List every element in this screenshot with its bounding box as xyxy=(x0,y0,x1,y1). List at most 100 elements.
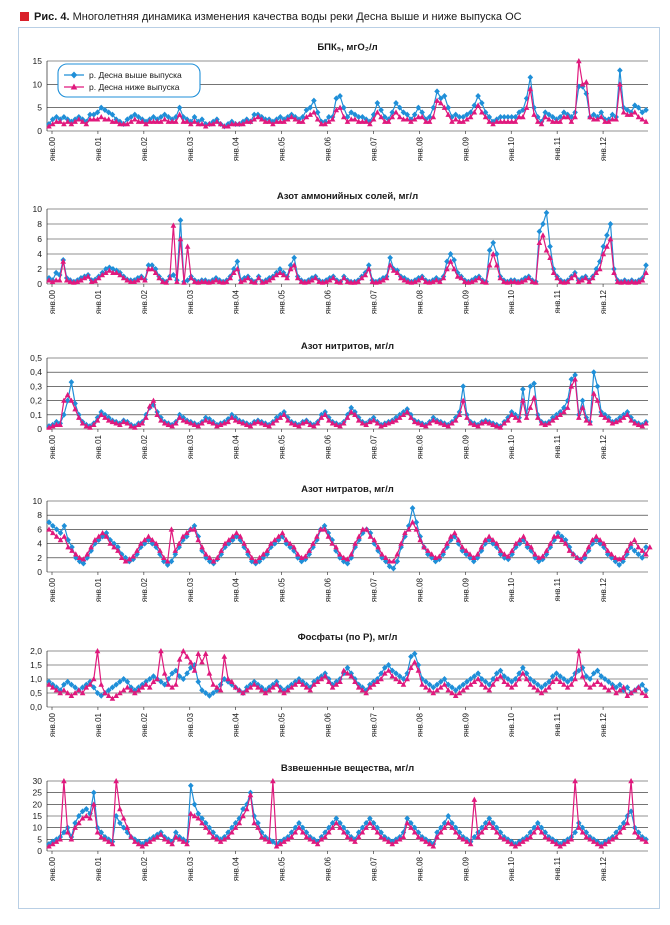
data-point-upstream xyxy=(426,114,433,120)
data-point-upstream xyxy=(430,684,437,691)
data-point-downstream xyxy=(299,420,306,426)
data-point-upstream xyxy=(426,681,433,688)
data-point-downstream xyxy=(497,424,504,430)
data-point-downstream xyxy=(210,121,216,127)
x-tick-label: янв.00 xyxy=(48,856,57,881)
data-point-upstream xyxy=(557,673,563,680)
data-point-downstream xyxy=(479,109,485,115)
data-point-downstream xyxy=(576,414,582,420)
data-point-downstream xyxy=(605,838,612,844)
data-point-downstream xyxy=(437,420,444,426)
data-point-downstream xyxy=(401,277,408,283)
data-point-downstream xyxy=(572,376,578,382)
data-point-upstream xyxy=(568,114,575,120)
data-point-downstream xyxy=(382,118,388,124)
data-point-downstream xyxy=(585,544,592,550)
data-point-downstream xyxy=(624,692,631,698)
data-point-upstream xyxy=(471,102,478,109)
data-point-downstream xyxy=(600,251,607,257)
data-point-downstream xyxy=(509,547,515,553)
data-point-downstream xyxy=(396,114,403,120)
data-point-downstream xyxy=(292,116,299,122)
data-point-downstream xyxy=(173,834,179,840)
data-point-downstream xyxy=(460,836,466,842)
data-point-downstream xyxy=(469,278,475,284)
y-tick-label: 10 xyxy=(33,79,43,89)
data-point-upstream xyxy=(161,111,168,118)
data-point-downstream xyxy=(113,692,119,698)
data-point-downstream xyxy=(243,118,250,124)
data-point-downstream xyxy=(617,829,623,835)
data-point-upstream xyxy=(165,114,172,120)
data-point-downstream xyxy=(72,690,78,696)
data-point-downstream xyxy=(153,540,159,546)
data-point-downstream xyxy=(374,109,381,115)
data-point-downstream xyxy=(643,269,649,275)
data-point-downstream xyxy=(232,684,239,690)
x-tick-label: янв.02 xyxy=(140,289,149,314)
data-point-downstream xyxy=(340,667,347,673)
data-point-upstream xyxy=(467,676,474,682)
data-point-upstream xyxy=(146,676,153,682)
data-point-downstream xyxy=(76,554,83,560)
data-point-downstream xyxy=(464,414,470,420)
data-point-downstream xyxy=(273,417,280,423)
data-point-downstream xyxy=(419,421,425,427)
data-point-downstream xyxy=(199,420,205,426)
data-point-upstream xyxy=(229,681,235,688)
data-point-upstream xyxy=(490,239,496,246)
data-point-downstream xyxy=(296,423,302,429)
data-point-upstream xyxy=(389,109,396,116)
data-point-downstream xyxy=(363,824,369,830)
data-point-downstream xyxy=(426,687,433,693)
data-point-downstream xyxy=(221,123,228,129)
data-point-upstream xyxy=(409,505,416,512)
data-point-downstream xyxy=(337,423,343,429)
data-point-downstream xyxy=(202,650,209,656)
data-point-upstream xyxy=(299,824,306,831)
data-point-downstream xyxy=(452,692,459,698)
x-tick-label: янв.00 xyxy=(48,712,57,737)
data-point-downstream xyxy=(102,836,108,842)
data-point-upstream xyxy=(359,114,366,120)
data-point-downstream xyxy=(132,838,138,844)
data-point-upstream xyxy=(122,554,129,561)
data-point-downstream xyxy=(367,684,373,690)
data-point-upstream xyxy=(68,681,75,688)
data-point-downstream xyxy=(277,118,284,124)
data-point-downstream xyxy=(285,687,291,693)
data-point-downstream xyxy=(620,109,627,115)
data-point-upstream xyxy=(512,676,519,682)
data-point-downstream xyxy=(628,278,635,284)
data-point-downstream xyxy=(266,118,272,124)
data-point-downstream xyxy=(647,544,653,550)
data-point-downstream xyxy=(367,820,373,826)
data-point-downstream xyxy=(285,836,291,842)
data-point-downstream xyxy=(433,277,440,283)
data-point-downstream xyxy=(417,537,424,543)
data-point-downstream xyxy=(363,421,369,427)
data-point-downstream xyxy=(409,519,416,525)
data-point-downstream xyxy=(612,554,619,560)
data-point-downstream xyxy=(598,681,605,687)
data-point-downstream xyxy=(355,118,362,124)
data-point-downstream xyxy=(423,118,429,124)
data-point-upstream xyxy=(547,243,553,250)
data-point-downstream xyxy=(405,526,412,532)
data-point-downstream xyxy=(557,411,563,417)
x-tick-label: янв.03 xyxy=(186,289,195,314)
data-point-downstream xyxy=(479,278,486,284)
x-tick-label: янв.04 xyxy=(232,712,241,737)
data-point-downstream xyxy=(621,278,628,284)
data-point-downstream xyxy=(423,838,429,844)
data-point-upstream xyxy=(643,262,649,269)
data-point-downstream xyxy=(516,676,522,682)
data-point-upstream xyxy=(464,678,470,685)
data-point-upstream xyxy=(434,829,440,836)
data-point-upstream xyxy=(566,544,573,551)
data-point-downstream xyxy=(170,222,177,228)
y-tick-label: 0 xyxy=(37,424,42,434)
data-point-upstream xyxy=(210,829,216,836)
chart-title: Азот нитратов, мг/л xyxy=(301,484,394,495)
data-point-downstream xyxy=(512,118,519,124)
